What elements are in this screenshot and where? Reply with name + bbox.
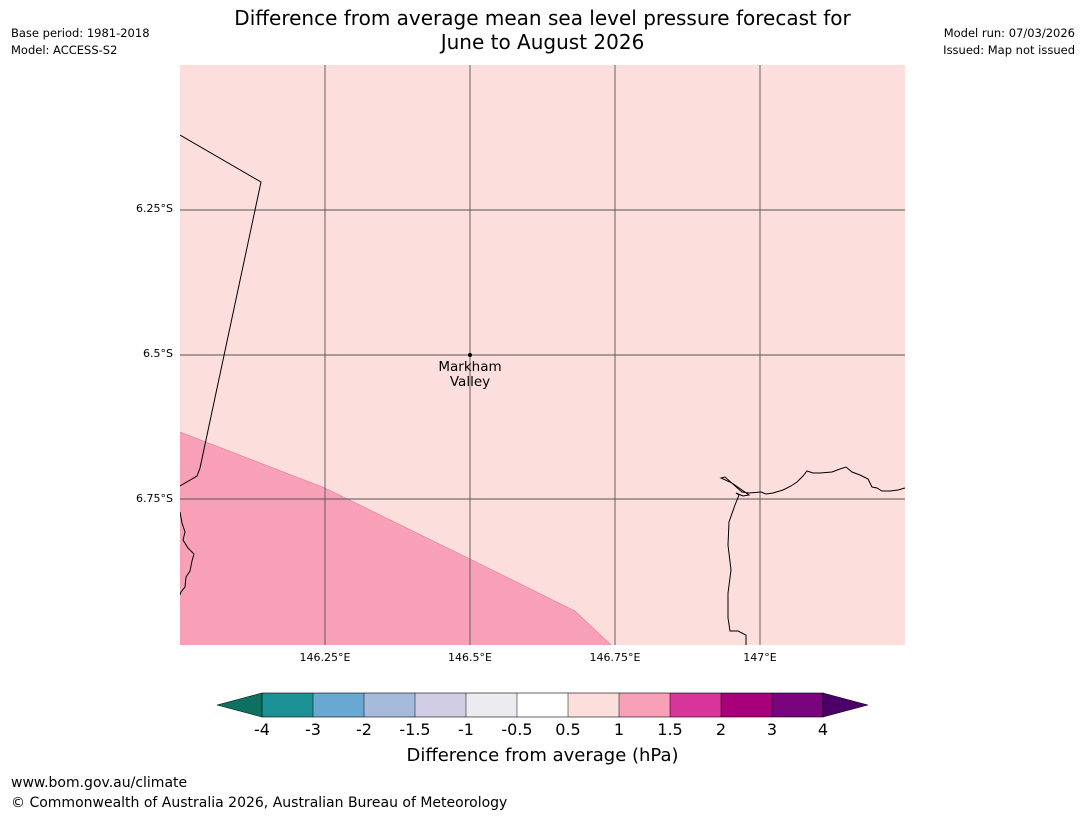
colorbar-segment <box>568 693 619 717</box>
place-name-line2: Valley <box>449 374 491 390</box>
footer-copyright: © Commonwealth of Australia 2026, Austra… <box>11 795 508 811</box>
colorbar-tick: 2 <box>715 720 727 739</box>
map-title: Difference from average mean sea level p… <box>180 6 905 54</box>
map-title-line1: Difference from average mean sea level p… <box>234 6 851 30</box>
colorbar-tick: -0.5 <box>501 720 533 739</box>
header-right-meta: Model run: 07/03/2026 Issued: Map not is… <box>943 25 1075 59</box>
header-left-meta: Base period: 1981-2018 Model: ACCESS-S2 <box>11 25 150 59</box>
lon-label-146-5: 146.5°E <box>448 651 492 664</box>
pressure-band-1-to-1-5 <box>180 432 611 645</box>
colorbar-segment <box>313 693 364 717</box>
place-label-markham-valley: Markham Valley <box>420 360 520 390</box>
colorbar-segment <box>262 693 313 717</box>
model-run-text: Model run: 07/03/2026 <box>943 26 1075 40</box>
colorbar-tick: 3 <box>766 720 778 739</box>
colorbar-tick: -1.5 <box>399 720 431 739</box>
colorbar-tick: -1 <box>458 720 474 739</box>
colorbar-segment <box>721 693 772 717</box>
colorbar-tick: 0.5 <box>555 720 581 739</box>
colorbar-tick: -2 <box>356 720 372 739</box>
colorbar-outline <box>261 692 824 718</box>
graticule <box>180 65 905 645</box>
map-title-line2: June to August 2026 <box>440 30 645 54</box>
colorbar-tick: 1.5 <box>657 720 683 739</box>
lat-label-6-75: 6.75°S <box>136 492 173 505</box>
pressure-contour-line <box>180 431 612 645</box>
place-name-line1: Markham <box>438 359 502 375</box>
model-text: Model: ACCESS-S2 <box>11 43 118 57</box>
coastline-west <box>180 511 195 596</box>
colorbar-segment <box>772 693 823 717</box>
map-canvas <box>180 65 905 645</box>
colorbar-label: Difference from average (hPa) <box>406 745 679 766</box>
boundary-line <box>180 134 262 487</box>
colorbar-extend-min <box>216 692 263 718</box>
issued-text: Issued: Map not issued <box>943 43 1075 57</box>
colorbar-segment <box>466 693 517 717</box>
colorbar-tick: -3 <box>305 720 321 739</box>
footer-url[interactable]: www.bom.gov.au/climate <box>11 775 188 791</box>
map-panel <box>180 65 905 645</box>
lon-label-146-25: 146.25°E <box>299 651 351 664</box>
colorbar-dividers <box>312 693 773 717</box>
colorbar-segment <box>415 693 466 717</box>
colorbar-segment <box>670 693 721 717</box>
colorbar-tick: -4 <box>254 720 270 739</box>
lat-label-6-5: 6.5°S <box>143 347 173 360</box>
colorbar <box>216 692 869 718</box>
base-period-text: Base period: 1981-2018 <box>11 26 150 40</box>
place-marker-dot <box>468 353 472 357</box>
coastline-east <box>719 466 905 645</box>
lon-label-146-75: 146.75°E <box>589 651 641 664</box>
colorbar-segment <box>517 693 568 717</box>
colorbar-tick: 4 <box>817 720 829 739</box>
colorbar-segment <box>364 693 415 717</box>
colorbar-tick: 1 <box>613 720 625 739</box>
lat-label-6-25: 6.25°S <box>136 202 173 215</box>
colorbar-extend-max <box>822 692 869 718</box>
lon-label-147: 147°E <box>743 651 777 664</box>
colorbar-segment <box>619 693 670 717</box>
